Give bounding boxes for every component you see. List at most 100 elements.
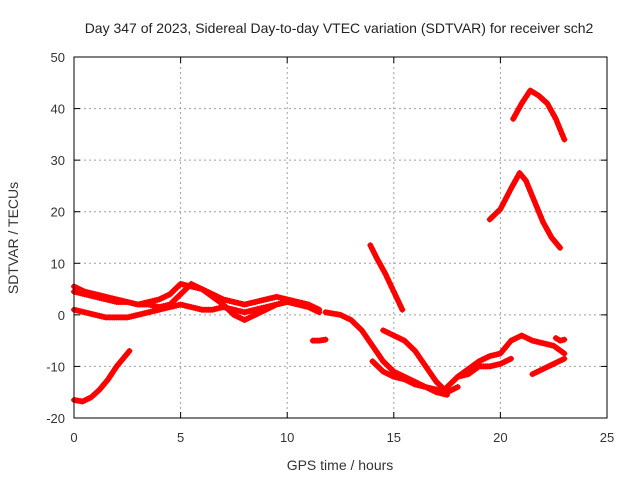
data-point-marker <box>561 136 568 143</box>
x-axis-title: GPS time / hours <box>287 457 394 473</box>
data-point-marker <box>501 197 508 204</box>
data-point-marker <box>367 242 374 249</box>
data-point-marker <box>552 115 559 122</box>
series-track-11 <box>454 355 515 380</box>
data-point-marker <box>542 222 549 229</box>
y-tick-label: 50 <box>51 50 65 65</box>
x-tick-label: 15 <box>387 430 401 445</box>
data-point-marker <box>378 262 385 269</box>
data-point-marker <box>371 250 378 257</box>
data-point-marker <box>561 350 568 357</box>
data-point-marker <box>360 330 367 337</box>
data-point-marker <box>518 100 525 107</box>
series-trace <box>322 309 450 398</box>
data-point-marker <box>514 108 521 115</box>
data-point-marker <box>535 208 542 215</box>
data-point-marker <box>540 219 547 226</box>
data-point-marker <box>386 279 393 286</box>
data-point-marker <box>358 327 365 334</box>
data-point-marker <box>399 306 406 313</box>
data-point-marker <box>512 112 519 119</box>
data-point-marker <box>510 181 517 188</box>
data-point-marker <box>414 351 421 358</box>
data-point-marker <box>382 270 389 277</box>
data-point-marker <box>557 126 564 133</box>
y-tick-label: 20 <box>51 205 65 220</box>
data-point-marker <box>388 284 395 291</box>
data-point-marker <box>422 363 429 370</box>
data-point-marker <box>508 355 515 362</box>
data-point-marker <box>554 121 561 128</box>
data-point-marker <box>546 230 553 237</box>
x-tick-label: 10 <box>280 430 294 445</box>
axis-ticks: 0 5 10 15 20 25 -20 -10 0 10 20 30 40 50 <box>46 50 614 445</box>
data-point-marker <box>420 360 427 367</box>
data-point-marker <box>522 177 529 184</box>
data-point-marker <box>322 336 329 343</box>
data-point-marker <box>424 366 431 373</box>
chart-title: Day 347 of 2023, Sidereal Day-to-day VTE… <box>85 20 594 36</box>
data-point-marker <box>548 108 555 115</box>
y-tick-label: 40 <box>51 102 65 117</box>
x-tick-label: 0 <box>70 430 77 445</box>
data-point-marker <box>431 375 438 382</box>
data-point-marker <box>510 115 517 122</box>
data-point-marker <box>109 369 116 376</box>
series-track-6 <box>322 309 451 398</box>
data-point-marker <box>454 384 461 391</box>
data-point-marker <box>126 347 133 354</box>
data-point-marker <box>505 189 512 196</box>
data-point-marker <box>561 355 568 362</box>
data-point-marker <box>561 336 568 343</box>
data-point-marker <box>537 213 544 220</box>
data-point-marker <box>363 333 370 340</box>
x-tick-label: 25 <box>600 430 614 445</box>
data-point-marker <box>546 104 553 111</box>
data-points <box>71 87 568 405</box>
data-point-marker <box>384 275 391 282</box>
data-point-marker <box>316 306 323 313</box>
data-point-marker <box>392 293 399 300</box>
data-point-marker <box>522 93 529 100</box>
series-track-10 <box>444 332 568 391</box>
data-point-marker <box>416 354 423 361</box>
data-point-marker <box>529 193 536 200</box>
data-point-marker <box>412 347 419 354</box>
data-point-marker <box>111 366 118 373</box>
data-point-marker <box>429 372 436 379</box>
y-tick-label: -10 <box>46 359 65 374</box>
data-point-marker <box>380 266 387 273</box>
series-track-4 <box>71 298 323 321</box>
data-point-marker <box>559 131 566 138</box>
data-point-marker <box>375 352 382 359</box>
data-point-marker <box>533 203 540 210</box>
data-point-marker <box>527 188 534 195</box>
data-point-marker <box>531 198 538 205</box>
data-point-marker <box>508 185 515 192</box>
plot-frame <box>73 56 608 419</box>
data-point-marker <box>105 376 112 383</box>
data-point-marker <box>418 357 425 364</box>
data-point-marker <box>512 177 519 184</box>
series-track-8 <box>380 327 461 396</box>
data-point-marker <box>516 104 523 111</box>
series-track-5 <box>309 336 329 344</box>
x-tick-label: 5 <box>177 430 184 445</box>
series-track-14 <box>486 170 564 251</box>
data-point-marker <box>395 297 402 304</box>
series-track-15 <box>510 87 568 143</box>
data-point-marker <box>525 90 532 97</box>
y-tick-label: 10 <box>51 256 65 271</box>
data-point-marker <box>373 255 380 262</box>
data-point-marker <box>520 97 527 104</box>
data-point-marker <box>397 302 404 309</box>
y-tick-label: 0 <box>58 308 65 323</box>
data-point-marker <box>107 373 114 380</box>
data-point-marker <box>367 339 374 346</box>
data-point-marker <box>544 100 551 107</box>
data-point-marker <box>550 112 557 119</box>
y-axis-title: SDTVAR / TECUs <box>5 182 21 294</box>
data-point-marker <box>371 345 378 352</box>
data-point-marker <box>544 226 551 233</box>
